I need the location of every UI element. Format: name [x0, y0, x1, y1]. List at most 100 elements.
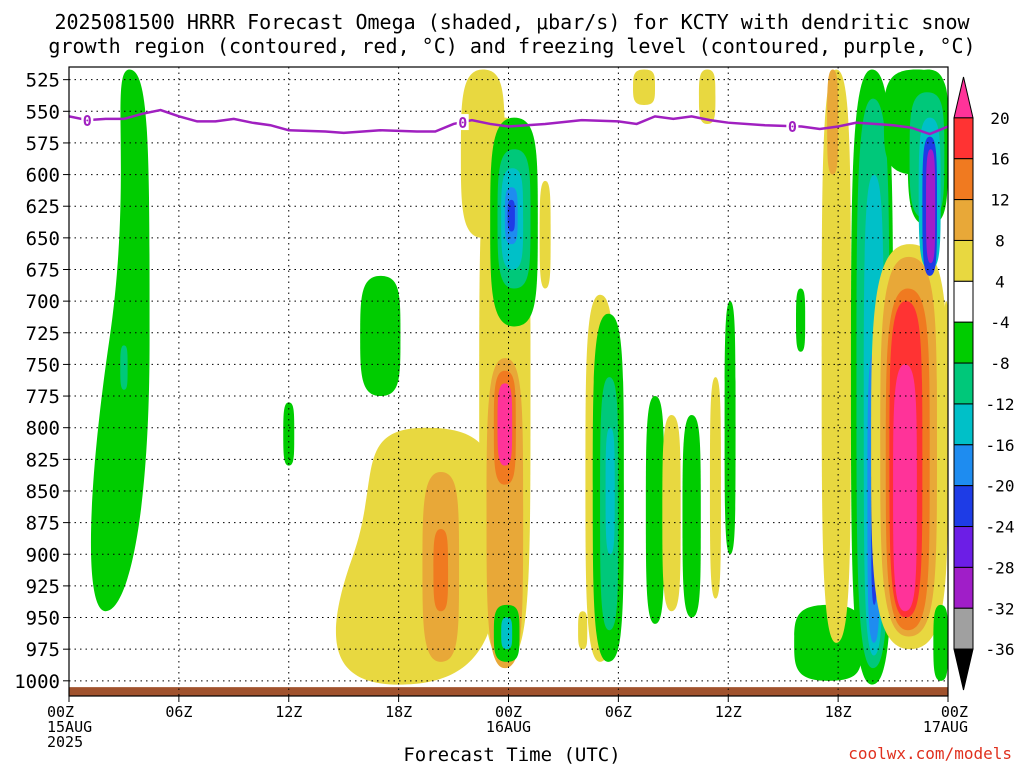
x-tick-label: 18Z [825, 703, 852, 721]
colorbar-bin [953, 566, 974, 609]
y-axis: 525 550 575 600 625 650 675 700 725 750 775 800 825 8… [14, 70, 69, 693]
freezing-level-label: 0 [83, 112, 92, 130]
colorbar-bin [953, 444, 974, 487]
chart-title-line1: 2025081500 HRRR Forecast Omega (shaded, … [54, 10, 970, 34]
x-tick-label: 00Z [47, 703, 74, 721]
colorbar-label: -4 [990, 313, 1009, 332]
colorbar-bin [953, 199, 974, 241]
omega-region [433, 528, 449, 612]
omega-region [507, 199, 515, 232]
y-tick-label: 550 [26, 101, 60, 123]
colorbar-label: -28 [986, 558, 1015, 577]
omega-region [933, 604, 948, 681]
freezing-level-label: 0 [458, 114, 467, 132]
y-tick-label: 875 [26, 513, 60, 535]
colorbar-bin [953, 76, 974, 119]
x-tick-label: 00Z [941, 703, 968, 721]
x-tick-label: 06Z [605, 703, 632, 721]
y-tick-label: 950 [26, 608, 60, 630]
omega-region [662, 415, 681, 612]
colorbar-label: -20 [986, 477, 1015, 496]
omega-region [501, 617, 513, 650]
y-tick-label: 700 [26, 291, 60, 313]
omega-region [827, 69, 839, 175]
colorbar-label: -16 [986, 436, 1015, 455]
omega-region [944, 301, 948, 378]
y-tick-label: 675 [26, 259, 60, 281]
ground-layer [69, 687, 948, 696]
omega-region [605, 427, 615, 555]
colorbar-label: 4 [995, 272, 1005, 291]
omega-shading [90, 69, 948, 685]
omega-region [120, 345, 128, 390]
colorbar-label: 20 [990, 109, 1009, 128]
colorbar-label: -12 [986, 395, 1015, 414]
freezing-level-line [69, 108, 948, 136]
y-tick-label: 1000 [14, 671, 60, 693]
y-tick-label: 975 [26, 639, 60, 661]
omega-region [926, 149, 936, 264]
y-tick-label: 525 [26, 70, 60, 92]
y-tick-label: 625 [26, 196, 60, 218]
colorbar-bin [953, 648, 974, 691]
x-tick-label: 18Z [385, 703, 412, 721]
x-tick-label: 17AUG [923, 718, 968, 736]
x-tick-label: 06Z [165, 703, 192, 721]
omega-region [360, 275, 401, 397]
omega-region [633, 69, 655, 105]
omega-region [709, 377, 721, 599]
omega-region [90, 69, 150, 612]
colorbar-label: 8 [995, 231, 1005, 250]
colorbar-bin [953, 117, 974, 160]
x-tick-label: 2025 [47, 733, 83, 751]
y-tick-label: 600 [26, 165, 60, 187]
omega-region [682, 415, 701, 618]
colorbar-label: -32 [986, 599, 1015, 618]
freezing-label-bg [81, 112, 94, 129]
y-tick-label: 750 [26, 354, 60, 376]
colorbar-bin [953, 239, 974, 282]
x-tick-label: 00Z [495, 703, 522, 721]
colorbar-label: 12 [990, 191, 1009, 210]
x-tick-label: 15AUG [47, 718, 92, 736]
omega-region [539, 180, 551, 289]
chart-title-line2: growth region (contoured, red, °C) and f… [48, 34, 976, 58]
x-axis-title: Forecast Time (UTC) [403, 744, 621, 766]
colorbar-label: -24 [986, 518, 1015, 537]
freezing-level-label: 0 [788, 118, 797, 136]
omega-region [578, 611, 588, 650]
colorbar: 20 16 12 8 4 -4 -8 -12 -16 -20 -24 -28 -32 -36 [953, 76, 1015, 691]
colorbar-label: -8 [990, 354, 1009, 373]
colorbar-bin [953, 280, 974, 323]
grid-lines [69, 67, 948, 696]
colorbar-bin [953, 158, 974, 201]
ground-fill [69, 687, 948, 696]
colorbar-bin [953, 403, 974, 446]
y-tick-label: 825 [26, 449, 60, 471]
x-tick-label: 16AUG [486, 718, 531, 736]
colorbar-label: -36 [986, 640, 1015, 659]
colorbar-bin [953, 526, 974, 568]
y-tick-label: 800 [26, 418, 60, 440]
omega-region [821, 69, 851, 643]
omega-region [893, 364, 917, 612]
colorbar-bin [953, 362, 974, 405]
y-tick-label: 575 [26, 133, 60, 155]
freezing-label-bg [786, 118, 799, 135]
freezing-level-contour: 0 0 0 [69, 108, 948, 136]
freezing-label-bg [456, 114, 469, 131]
omega-region [283, 402, 295, 466]
y-tick-label: 900 [26, 544, 60, 566]
omega-region [645, 396, 665, 624]
y-tick-label: 925 [26, 576, 60, 598]
colorbar-bin [953, 321, 974, 364]
y-tick-label: 650 [26, 228, 60, 250]
y-tick-label: 850 [26, 481, 60, 503]
credit-text: coolwx.com/models [848, 744, 1012, 763]
colorbar-bin [953, 485, 974, 528]
x-tick-label: 12Z [715, 703, 742, 721]
colorbar-label: 16 [990, 150, 1009, 169]
colorbar-bin [953, 607, 974, 650]
